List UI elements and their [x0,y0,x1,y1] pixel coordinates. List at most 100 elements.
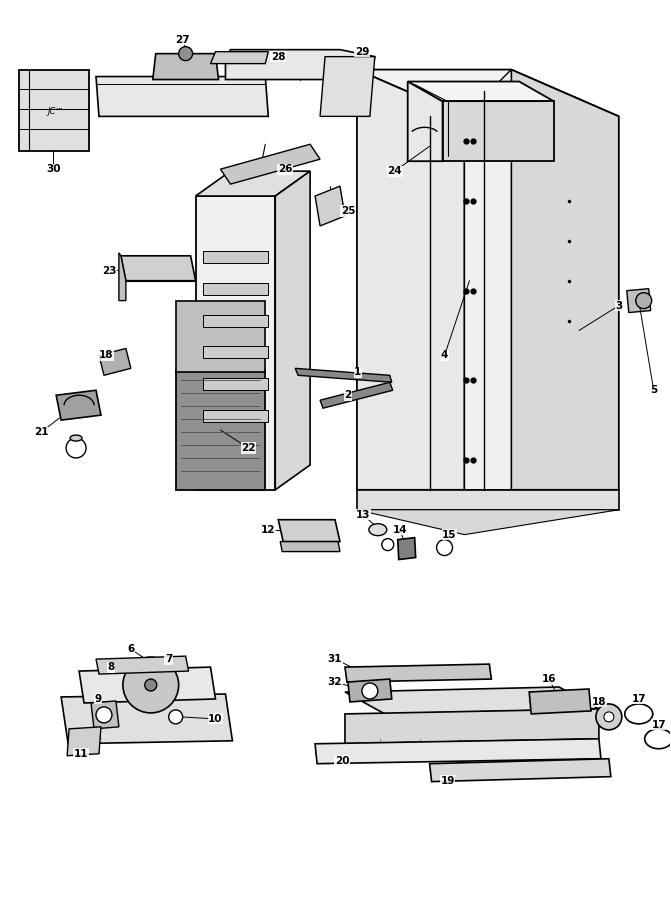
Polygon shape [61,694,232,743]
Polygon shape [19,69,89,151]
Polygon shape [176,301,265,373]
Polygon shape [221,144,320,184]
Polygon shape [99,348,131,375]
Circle shape [604,712,614,722]
Circle shape [66,438,86,458]
Circle shape [168,710,183,724]
Polygon shape [320,57,375,116]
Text: 8: 8 [107,662,115,672]
Circle shape [596,704,622,730]
Polygon shape [464,69,511,490]
Polygon shape [348,679,392,702]
Polygon shape [345,664,491,682]
Text: 12: 12 [261,525,276,535]
Ellipse shape [625,704,653,724]
Polygon shape [119,253,126,301]
Polygon shape [203,315,268,327]
Text: 17: 17 [631,694,646,704]
Text: 18: 18 [99,350,113,360]
Text: JC™: JC™ [48,107,64,116]
Circle shape [437,540,452,555]
Polygon shape [195,171,310,196]
Text: 5: 5 [650,385,658,395]
Polygon shape [280,542,340,552]
Polygon shape [529,689,591,714]
Text: 31: 31 [327,654,342,664]
Polygon shape [357,69,464,490]
Ellipse shape [70,435,82,441]
Polygon shape [121,256,195,281]
Polygon shape [153,54,219,79]
Polygon shape [408,82,443,161]
Polygon shape [295,368,392,382]
Text: 10: 10 [208,714,223,724]
Text: 25: 25 [341,206,355,216]
Polygon shape [203,283,268,294]
Text: 26: 26 [278,164,293,175]
Text: 3: 3 [615,301,623,310]
Polygon shape [320,382,393,409]
Polygon shape [357,509,619,535]
Text: 2: 2 [344,391,352,401]
Polygon shape [357,69,619,116]
Circle shape [635,292,652,309]
Polygon shape [79,667,215,703]
Polygon shape [511,69,619,490]
Text: 7: 7 [165,654,172,664]
Text: 30: 30 [46,164,60,175]
Polygon shape [357,490,619,509]
Polygon shape [225,50,375,79]
Polygon shape [203,346,268,358]
Polygon shape [91,701,119,729]
Text: 14: 14 [393,525,407,535]
Text: 24: 24 [387,166,402,176]
Circle shape [382,538,394,551]
Polygon shape [67,727,101,756]
Text: 6: 6 [127,644,134,654]
Text: 1: 1 [354,367,362,377]
Polygon shape [627,289,651,312]
Polygon shape [56,391,101,420]
Circle shape [178,47,193,60]
Ellipse shape [369,524,386,536]
Polygon shape [195,196,275,490]
Polygon shape [345,709,599,743]
Text: 9: 9 [95,694,101,704]
Text: 15: 15 [442,529,457,540]
Circle shape [362,683,378,699]
Polygon shape [345,687,599,714]
Text: 23: 23 [102,266,116,275]
Text: 22: 22 [241,443,256,453]
Polygon shape [203,378,268,391]
Polygon shape [203,251,268,263]
Polygon shape [278,519,340,542]
Text: 13: 13 [356,509,370,519]
Text: 32: 32 [327,677,342,687]
Circle shape [123,657,178,713]
Polygon shape [429,759,611,781]
Text: 28: 28 [271,51,285,61]
Polygon shape [203,410,268,422]
Ellipse shape [645,729,671,749]
Polygon shape [211,51,268,64]
Polygon shape [96,656,189,674]
Polygon shape [176,370,265,490]
Text: 27: 27 [175,35,190,45]
Text: 29: 29 [355,47,369,57]
Text: 19: 19 [440,776,455,786]
Polygon shape [408,82,554,102]
Text: 17: 17 [652,720,666,730]
Text: 4: 4 [441,350,448,360]
Text: 11: 11 [74,749,89,759]
Text: 18: 18 [592,697,606,707]
Polygon shape [315,186,345,226]
Polygon shape [443,102,554,161]
Text: 16: 16 [542,674,556,684]
Text: 20: 20 [335,756,349,766]
Text: 21: 21 [34,428,48,437]
Circle shape [96,706,112,723]
Polygon shape [275,171,310,490]
Polygon shape [398,537,415,560]
Polygon shape [315,739,601,764]
Circle shape [145,679,157,691]
